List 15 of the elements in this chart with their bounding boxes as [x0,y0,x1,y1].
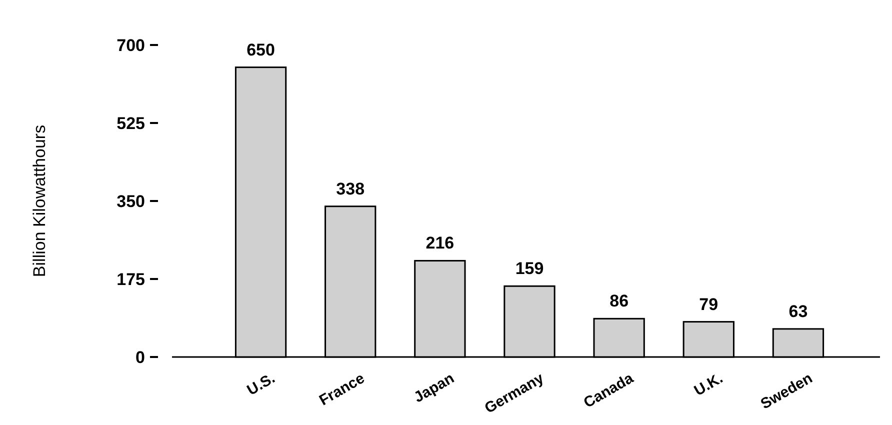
x-tick-label: U.K. [691,370,726,400]
y-tick-label: 175 [116,270,145,289]
data-label: 63 [788,302,808,321]
x-tick-label: U.S. [244,370,278,400]
data-label: 79 [699,294,718,314]
data-label: 650 [246,40,275,60]
y-tick-label: 350 [116,192,145,211]
y-axis-title: Billion Kilowatthours [30,124,49,278]
data-label: 216 [426,234,454,253]
data-label: 338 [336,179,365,198]
y-tick-label: 525 [116,114,145,133]
y-tick-label: 700 [116,36,145,55]
data-label: 159 [515,259,544,278]
y-tick-label: 0 [136,348,145,367]
data-label: 86 [610,292,629,311]
